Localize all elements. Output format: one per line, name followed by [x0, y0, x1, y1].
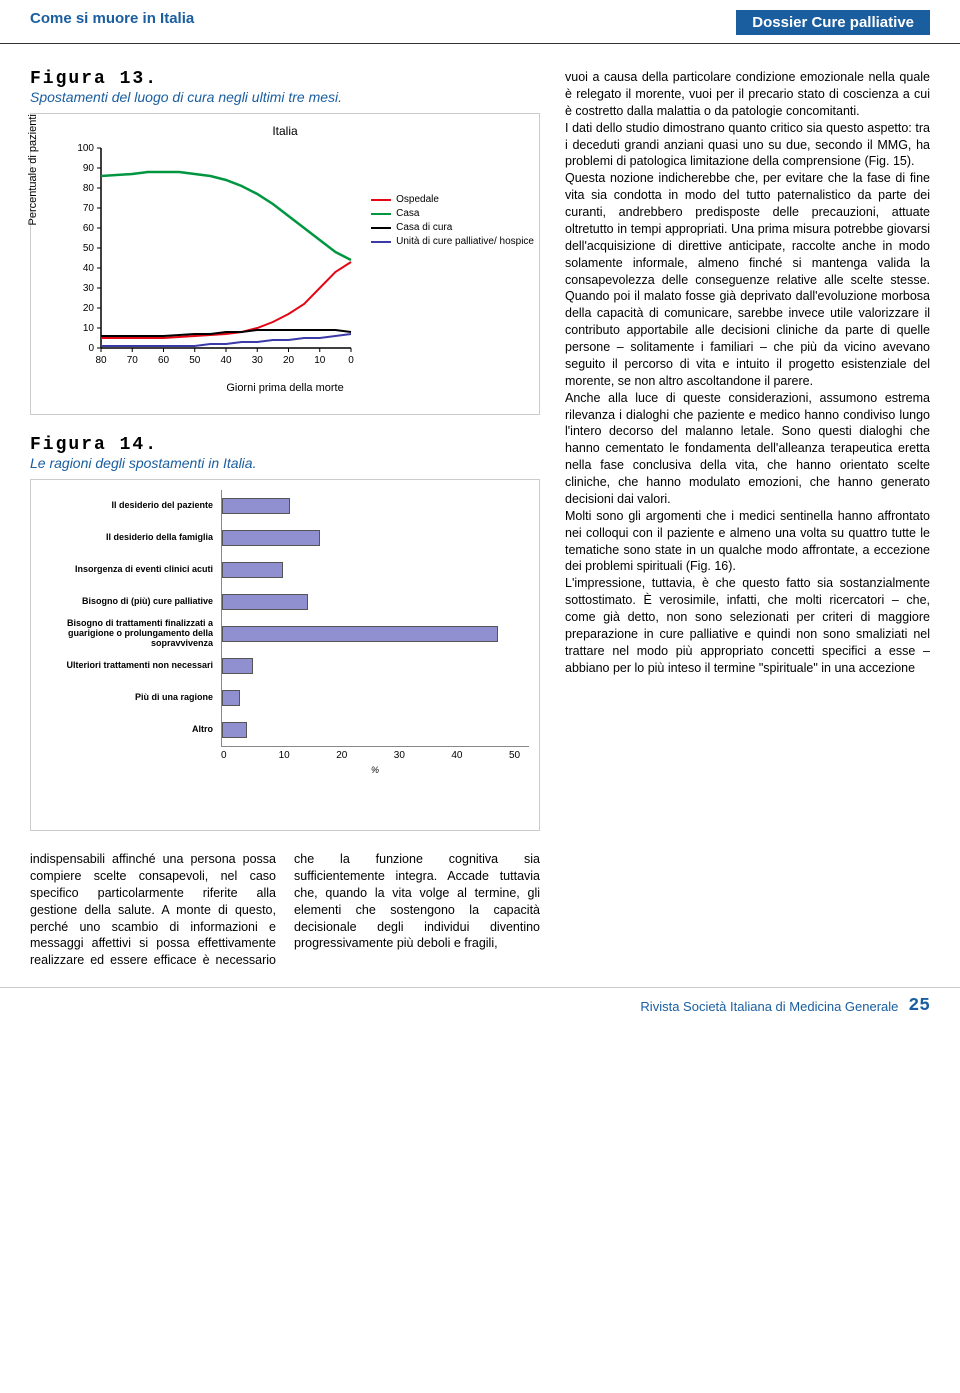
bar-track: [221, 714, 529, 746]
main-content: Figura 13. Spostamenti del luogo di cura…: [0, 44, 960, 979]
bar-fill: [222, 722, 247, 738]
svg-text:100: 100: [77, 143, 94, 154]
line-chart-svg: 010203040506070809010080706050403020100: [71, 143, 451, 373]
figure-14: Figura 14. Le ragioni degli spostamenti …: [30, 435, 540, 831]
legend-label: Unità di cure palliative/ hospice: [396, 236, 534, 247]
bar-label: Il desiderio della famiglia: [41, 533, 221, 543]
bar-track: [221, 554, 529, 586]
bar-row: Insorgenza di eventi clinici acuti: [41, 554, 529, 586]
bar-label: Altro: [41, 725, 221, 735]
svg-text:60: 60: [83, 223, 95, 234]
line-chart: Italia Percentuale di pazienti 010203040…: [41, 124, 529, 404]
bar-label: Bisogno di trattamenti finalizzati a gua…: [41, 619, 221, 649]
bar-fill: [222, 594, 308, 610]
page-number: 25: [908, 996, 930, 1016]
left-column: Figura 13. Spostamenti del luogo di cura…: [30, 69, 540, 969]
bar-row: Altro: [41, 714, 529, 746]
body-text-left: indispensabili affinché una persona poss…: [30, 851, 540, 969]
body-text-right: vuoi a causa della particolare condizion…: [565, 69, 930, 969]
svg-text:70: 70: [83, 203, 95, 214]
fig14-chart-box: Il desiderio del paziente Il desiderio de…: [30, 479, 540, 831]
svg-text:60: 60: [158, 355, 170, 366]
svg-text:30: 30: [83, 283, 95, 294]
bar-track: [221, 490, 529, 522]
bar-xaxis: 01020304050: [221, 746, 529, 761]
fig13-xaxis-label: Giorni prima della morte: [41, 382, 529, 394]
fig13-chart-title: Italia: [41, 124, 529, 138]
bar-fill: [222, 562, 283, 578]
bar-track: [221, 682, 529, 714]
svg-text:20: 20: [283, 355, 295, 366]
bar-row: Il desiderio del paziente: [41, 490, 529, 522]
bar-xtick: 0: [221, 747, 279, 761]
svg-text:80: 80: [95, 355, 107, 366]
bar-xtick: 40: [451, 747, 509, 761]
bar-xtick: 20: [336, 747, 394, 761]
svg-text:10: 10: [314, 355, 326, 366]
bar-xtick: 30: [394, 747, 452, 761]
bar-fill: [222, 626, 498, 642]
bar-label: Insorgenza di eventi clinici acuti: [41, 565, 221, 575]
fig13-caption: Spostamenti del luogo di cura negli ulti…: [30, 89, 540, 105]
fig14-label: Figura 14.: [30, 435, 540, 455]
legend-label: Casa: [396, 208, 419, 219]
figure-13: Figura 13. Spostamenti del luogo di cura…: [30, 69, 540, 415]
svg-text:20: 20: [83, 303, 95, 314]
bar-xtick: 10: [279, 747, 337, 761]
bar-fill: [222, 530, 320, 546]
fig13-label: Figura 13.: [30, 69, 540, 89]
svg-text:0: 0: [88, 343, 94, 354]
legend-swatch: [371, 199, 391, 201]
paragraph: I dati dello studio dimostrano quanto cr…: [565, 120, 930, 171]
page-header: Come si muore in Italia Dossier Cure pal…: [0, 0, 960, 44]
bar-row: Bisogno di (più) cure palliative: [41, 586, 529, 618]
svg-text:40: 40: [83, 263, 95, 274]
svg-text:0: 0: [348, 355, 354, 366]
bar-label: Più di una ragione: [41, 693, 221, 703]
bar-fill: [222, 498, 290, 514]
bar-label: Ulteriori trattamenti non necessari: [41, 661, 221, 671]
header-left-title: Come si muore in Italia: [30, 10, 194, 35]
bar-label: Bisogno di (più) cure palliative: [41, 597, 221, 607]
bar-chart: Il desiderio del paziente Il desiderio de…: [41, 490, 529, 820]
bar-track: [221, 522, 529, 554]
legend-label: Ospedale: [396, 194, 439, 205]
bar-label: Il desiderio del paziente: [41, 501, 221, 511]
fig13-yaxis-label: Percentuale di pazienti: [27, 114, 39, 225]
legend-swatch: [371, 227, 391, 229]
paragraph: Questa nozione indicherebbe che, per evi…: [565, 170, 930, 389]
bar-fill: [222, 690, 240, 706]
bar-row: Bisogno di trattamenti finalizzati a gua…: [41, 618, 529, 650]
bar-row: Ulteriori trattamenti non necessari: [41, 650, 529, 682]
page-footer: Rivista Società Italiana di Medicina Gen…: [0, 987, 960, 1031]
fig13-chart-box: Italia Percentuale di pazienti 0 10 20 30 40…: [30, 113, 540, 415]
header-right-dossier: Dossier Cure palliative: [736, 10, 930, 35]
bar-xtick: 50: [509, 747, 529, 761]
legend-swatch: [371, 241, 391, 243]
paragraph: L'impressione, tuttavia, è che questo fa…: [565, 575, 930, 676]
bar-track: [221, 650, 529, 682]
bar-track: [221, 586, 529, 618]
legend-swatch: [371, 213, 391, 215]
paragraph: vuoi a causa della particolare condizion…: [565, 69, 930, 120]
svg-text:30: 30: [252, 355, 264, 366]
paragraph: Molti sono gli argomenti che i medici se…: [565, 508, 930, 576]
chart-legend: Ospedale Casa Casa di cura Unità di cure pa…: [371, 194, 534, 250]
bar-fill: [222, 658, 253, 674]
svg-text:40: 40: [220, 355, 232, 366]
fig14-caption: Le ragioni degli spostamenti in Italia.: [30, 455, 540, 471]
svg-text:10: 10: [83, 323, 95, 334]
svg-text:50: 50: [189, 355, 201, 366]
bar-row: Più di una ragione: [41, 682, 529, 714]
svg-text:50: 50: [83, 243, 95, 254]
bar-track: [221, 618, 529, 650]
bar-xaxis-label: %: [221, 765, 529, 775]
svg-text:70: 70: [127, 355, 139, 366]
legend-label: Casa di cura: [396, 222, 452, 233]
svg-text:80: 80: [83, 183, 95, 194]
footer-journal: Rivista Società Italiana di Medicina Gen…: [640, 999, 898, 1014]
svg-text:90: 90: [83, 163, 95, 174]
bar-row: Il desiderio della famiglia: [41, 522, 529, 554]
paragraph: Anche alla luce di queste considerazioni…: [565, 390, 930, 508]
